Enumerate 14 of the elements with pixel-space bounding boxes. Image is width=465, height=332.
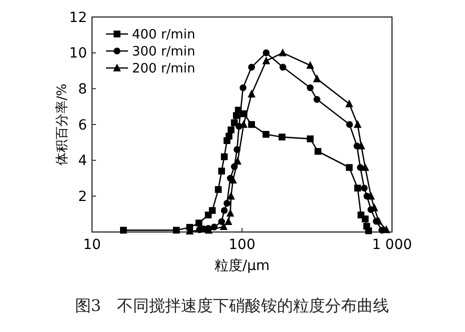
y-tick-label: 8 bbox=[78, 82, 87, 98]
legend-label: 400 r/min bbox=[132, 28, 196, 43]
y-tick-label: 10 bbox=[69, 46, 87, 62]
y-axis-title: 体积百分率/% bbox=[54, 84, 70, 166]
legend-label: 200 r/min bbox=[132, 62, 196, 77]
y-tick-label: 12 bbox=[69, 10, 87, 26]
y-tick-label: 6 bbox=[78, 117, 88, 134]
legend-label: 300 r/min bbox=[132, 44, 196, 60]
y-tick-label: 4 bbox=[78, 153, 88, 170]
caption: 图3 不同搅拌速度下硝酸铵的粒度分布曲线 bbox=[74, 296, 390, 315]
x-tick-label: 1 000 bbox=[372, 237, 412, 253]
x-axis-title: 粒度/μm bbox=[214, 258, 270, 274]
y-tick-label: 2 bbox=[78, 189, 87, 206]
x-tick-label: 100 bbox=[228, 237, 256, 253]
